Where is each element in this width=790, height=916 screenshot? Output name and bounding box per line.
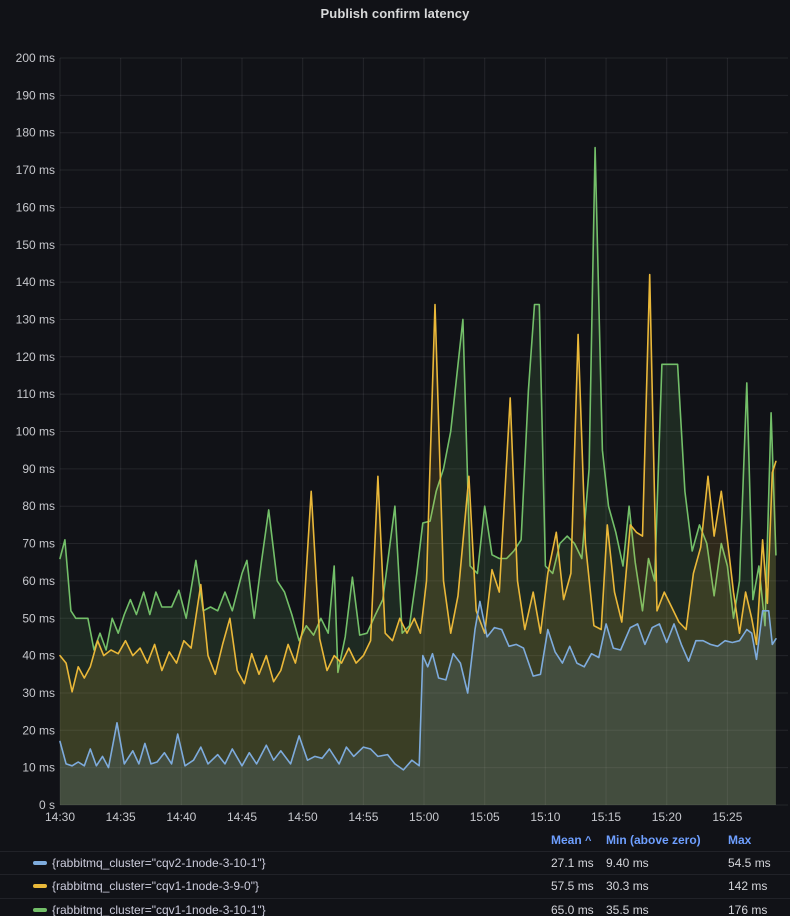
y-axis-tick-label: 20 ms xyxy=(22,723,55,737)
series-name: {rabbitmq_cluster="cqv2-1node-3-10-1"} xyxy=(52,856,266,871)
y-axis-tick-label: 50 ms xyxy=(22,611,55,625)
x-axis-tick-label: 15:20 xyxy=(652,810,682,824)
y-axis-tick-label: 140 ms xyxy=(16,275,55,289)
x-axis-tick-label: 15:25 xyxy=(712,810,742,824)
legend-header-row: Mean ^ Min (above zero) Max xyxy=(0,828,790,851)
series-min-value: 9.40 ms xyxy=(606,856,649,871)
series-mean-value: 57.5 ms xyxy=(551,879,594,894)
x-axis-tick-label: 14:50 xyxy=(288,810,318,824)
legend-header-max[interactable]: Max xyxy=(728,832,752,847)
y-axis-tick-label: 90 ms xyxy=(22,462,55,476)
series-color-swatch xyxy=(33,907,47,912)
y-axis-tick-label: 130 ms xyxy=(16,312,55,326)
legend-series-label[interactable]: {rabbitmq_cluster="cqv1-1node-3-10-1"} xyxy=(33,903,551,916)
y-axis-tick-label: 200 ms xyxy=(16,51,55,65)
y-axis-tick-label: 160 ms xyxy=(16,200,55,214)
legend-header-mean-label: Mean xyxy=(551,832,582,847)
legend-series-label[interactable]: {rabbitmq_cluster="cqv2-1node-3-10-1"} xyxy=(33,856,551,870)
series-name: {rabbitmq_cluster="cqv1-1node-3-9-0"} xyxy=(52,879,259,894)
y-axis-tick-label: 150 ms xyxy=(16,238,55,252)
series-line xyxy=(59,273,777,693)
series-area xyxy=(60,601,776,805)
series-color-swatch xyxy=(33,861,47,866)
y-axis-tick-label: 70 ms xyxy=(22,537,55,551)
y-axis-tick-label: 0 s xyxy=(39,798,55,812)
x-axis-tick-label: 14:40 xyxy=(166,810,196,824)
y-axis-tick-label: 80 ms xyxy=(22,499,55,513)
series-area xyxy=(60,147,776,806)
legend-series-label[interactable]: {rabbitmq_cluster="cqv1-1node-3-9-0"} xyxy=(33,879,551,893)
x-axis-tick-label: 14:30 xyxy=(45,810,75,824)
y-axis-tick-label: 10 ms xyxy=(22,761,55,775)
series-mean-value: 65.0 ms xyxy=(551,902,594,916)
legend-series-row: {rabbitmq_cluster="cqv2-1node-3-10-1"} 27… xyxy=(0,851,790,874)
panel-title[interactable]: Publish confirm latency xyxy=(320,6,470,21)
legend-table: Mean ^ Min (above zero) Max {rabbitmq_cl… xyxy=(0,828,790,916)
y-axis-tick-label: 120 ms xyxy=(16,350,55,364)
y-axis-tick-label: 100 ms xyxy=(16,425,55,439)
series-min-value: 30.3 ms xyxy=(606,879,649,894)
series-mean-value: 27.1 ms xyxy=(551,856,594,871)
series-area xyxy=(60,274,776,806)
legend-series-row: {rabbitmq_cluster="cqv1-1node-3-10-1"} 65… xyxy=(0,897,790,916)
x-axis-tick-label: 15:15 xyxy=(591,810,621,824)
series-max-value: 142 ms xyxy=(728,879,768,894)
legend-header-min[interactable]: Min (above zero) xyxy=(606,832,701,847)
x-axis-tick-label: 14:35 xyxy=(106,810,136,824)
series-max-value: 176 ms xyxy=(728,902,768,916)
legend-series-row: {rabbitmq_cluster="cqv1-1node-3-9-0"} 57.… xyxy=(0,874,790,897)
y-axis-tick-label: 110 ms xyxy=(17,387,55,401)
series-min-value: 35.5 ms xyxy=(606,902,649,916)
legend-header-mean[interactable]: Mean ^ xyxy=(551,833,606,847)
series-max-value: 54.5 ms xyxy=(728,856,771,871)
x-axis-tick-label: 14:55 xyxy=(348,810,378,824)
x-axis-tick-label: 15:00 xyxy=(409,810,439,824)
x-axis-tick-label: 15:05 xyxy=(470,810,500,824)
y-axis-tick-label: 60 ms xyxy=(22,574,55,588)
series-line xyxy=(59,600,777,771)
y-axis-tick-label: 40 ms xyxy=(22,649,55,663)
sort-ascending-icon: ^ xyxy=(585,834,592,847)
y-axis-tick-label: 190 ms xyxy=(16,88,55,102)
series-name: {rabbitmq_cluster="cqv1-1node-3-10-1"} xyxy=(52,902,266,916)
y-axis-tick-label: 180 ms xyxy=(16,126,55,140)
series-color-swatch xyxy=(33,884,47,889)
time-series-chart[interactable]: 0 s 10 ms 20 ms 30 ms 40 ms 50 ms 60 ms 70 ms 80… xyxy=(0,0,790,828)
x-axis-tick-label: 15:10 xyxy=(530,810,560,824)
y-axis-tick-label: 30 ms xyxy=(22,686,55,700)
x-axis-tick-label: 14:45 xyxy=(227,810,257,824)
y-axis-tick-label: 170 ms xyxy=(16,163,55,177)
